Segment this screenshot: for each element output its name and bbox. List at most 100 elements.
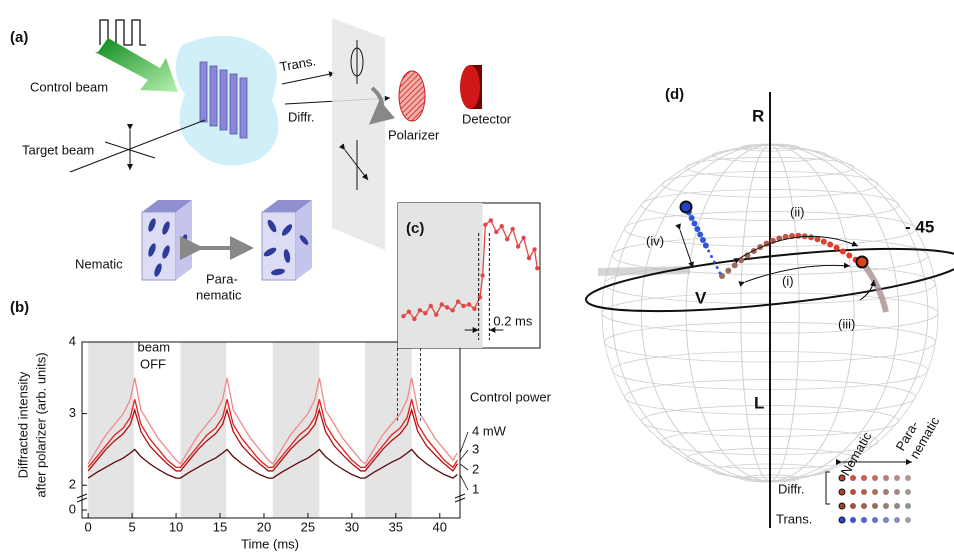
trans-dot (718, 271, 722, 275)
target-beam-label: Target beam (22, 142, 94, 157)
data-point (515, 244, 521, 249)
data-point (521, 235, 526, 240)
data-point (526, 255, 532, 261)
trajectory-dot (814, 236, 821, 243)
panel-d: (d) R L V - 45 (i) (ii) (iii) (iv) Nemat… (585, 86, 954, 528)
legend-dot (872, 517, 878, 523)
x-axis-title: Time (ms) (241, 536, 299, 551)
data-point (455, 299, 461, 304)
legend-dot (850, 475, 856, 481)
series-label: 1 (472, 481, 479, 496)
trajectory-dot (808, 234, 815, 241)
trajectory-dot (738, 257, 745, 264)
trajectory-dot (839, 248, 846, 255)
target-beam-line (69, 119, 206, 173)
x-tick-label: 30 (345, 519, 359, 534)
path-label: (iii) (838, 316, 855, 331)
axis-break (76, 493, 466, 503)
trajectory-dot (782, 233, 789, 240)
series-label: 2 (472, 461, 479, 476)
on-region (88, 342, 134, 518)
data-point (505, 237, 510, 242)
y-tick-label: 2 (69, 477, 76, 492)
data-point (439, 302, 444, 307)
trans-dot (715, 266, 719, 269)
para-nematic-label: nematic (196, 287, 242, 302)
legend-dot (838, 488, 846, 496)
x-tick-label: 40 (433, 519, 447, 534)
rotate-arrow (368, 86, 396, 125)
legend-dot (905, 503, 911, 509)
data-line (87, 407, 458, 472)
series-label: 4 mW (472, 423, 507, 438)
x-tick-label: 0 (85, 519, 92, 534)
polarizer-label: Polarizer (388, 127, 440, 142)
on-region (272, 342, 320, 518)
point-label: - 45 (905, 217, 934, 236)
pole-label: R (752, 106, 764, 125)
trans-dot (694, 226, 701, 232)
legend-dot (838, 474, 846, 482)
detector (460, 65, 480, 109)
control-beam-label: Control beam (30, 79, 108, 94)
x-tick-label: 5 (128, 519, 135, 534)
data-point (417, 308, 423, 313)
y-tick-label: 4 (69, 333, 76, 348)
end-point (855, 255, 869, 269)
data-point (499, 224, 504, 229)
data-point (483, 222, 488, 227)
legend-dot (838, 502, 846, 510)
legend-dot (838, 516, 846, 524)
data-point (480, 273, 485, 278)
legend-dot (894, 475, 900, 481)
legend-dot (883, 475, 889, 481)
polarizer (398, 70, 426, 122)
detector-label: Detector (462, 111, 512, 126)
data-point (510, 226, 515, 232)
point-label: V (695, 288, 707, 307)
panel-a: (a) Control beam Target beam Trans. Diff… (10, 18, 512, 302)
nematic-cell (141, 200, 192, 281)
y-axis-title: Diffracted intensity (15, 371, 30, 478)
trajectory-dot (719, 273, 725, 279)
pole-label: L (754, 393, 764, 412)
trans-dot (697, 231, 704, 238)
pulse-train (99, 19, 146, 46)
data-line (87, 399, 458, 469)
legend-dot (883, 517, 889, 523)
on-region (180, 342, 227, 518)
annotation: 0.2 ms (493, 313, 533, 328)
data-point (461, 303, 466, 309)
trans-dot (707, 249, 711, 253)
y-tick-label: 0 (69, 501, 76, 516)
legend-bracket (825, 471, 830, 505)
data-point (466, 302, 472, 307)
trajectory-dot (846, 252, 853, 259)
path-label: (iv) (646, 233, 664, 248)
trans-dot (688, 215, 695, 221)
data-point (488, 218, 494, 223)
trans-dot (702, 242, 709, 249)
legend-dot (850, 489, 856, 495)
data-point (450, 308, 455, 313)
trajectory-dot (795, 232, 802, 239)
legend-dot (894, 503, 900, 509)
data-point (434, 312, 439, 317)
grating (199, 61, 248, 139)
data-point (428, 303, 433, 309)
trans-dot (691, 220, 698, 227)
data-line (87, 377, 458, 465)
arrow (859, 279, 876, 301)
legend-dot (894, 489, 900, 495)
arrow (738, 262, 851, 287)
sphere (585, 92, 954, 528)
x-tick-label: 20 (257, 519, 271, 534)
data-point (472, 306, 477, 312)
trans-dot (700, 237, 706, 243)
panel-label: (d) (665, 86, 684, 103)
data-point (412, 316, 417, 322)
path-label: (ii) (790, 204, 804, 219)
legend-dot (872, 475, 878, 481)
plot-frame (81, 341, 461, 519)
panel-label: (c) (406, 220, 424, 237)
